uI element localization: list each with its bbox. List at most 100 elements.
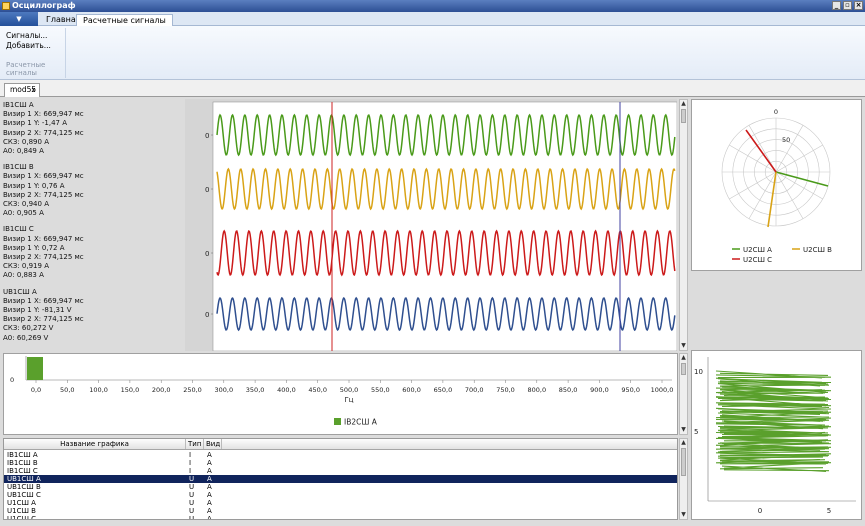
cell-name: IB1СШ C [7,467,38,475]
signal-measurement: Визир 2 X: 774,125 мс [3,128,84,137]
scroll-thumb[interactable] [681,448,686,476]
column-header-type[interactable]: Тип [186,439,204,449]
spectrum-x-tick-label: 400,0 [277,386,296,394]
cell-name: IB1СШ A [7,451,38,459]
vector-legend-label: U2СШ C [743,256,772,264]
signal-measurement: Визир 1 X: 669,947 мс [3,172,84,181]
vector-legend-label: U2СШ B [803,246,832,254]
polar-spoke [729,144,777,173]
title-bar: Осциллограф _ ▫ × [0,0,865,12]
spectrum-x-tick-label: 300,0 [214,386,233,394]
spectrum-x-tick-label: 500,0 [340,386,359,394]
spectrum-x-tick-label: 250,0 [183,386,202,394]
signals-menu-item[interactable]: Сигналы... [6,31,48,40]
cell-type: U [189,515,195,520]
polar-spoke [748,171,777,219]
cell-view: A [207,515,212,520]
signal-name: UB1СШ B [3,350,183,351]
add-menu-item[interactable]: Добавить... [6,41,51,50]
waveform-trace [216,296,676,332]
scroll-up-icon[interactable]: ▲ [681,100,686,107]
cell-view: A [207,451,212,459]
phasor-vector [775,171,829,187]
signal-info-block: UB1СШ B [3,350,183,351]
polar-spoke [775,144,823,173]
signal-name: IB1СШ A [3,101,34,109]
close-tab-icon[interactable]: x [31,86,36,94]
cell-name: IB1СШ B [7,459,38,467]
table-row[interactable]: IB1СШ C I A [4,467,677,475]
polar-spoke [775,171,804,219]
table-row[interactable]: UB1СШ A U A [4,475,677,483]
trajectory-y-tick: 10 [694,368,703,376]
scroll-up-icon[interactable]: ▲ [681,354,686,361]
tab-home[interactable]: Главная [46,15,81,24]
scroll-up-icon[interactable]: ▲ [681,439,686,446]
spectrum-bar [27,357,43,380]
cell-type: I [189,451,192,459]
table-row[interactable]: U1СШ A U A [4,499,677,507]
vector-diagram-panel: 0 50 U2СШ A U2СШ B U2СШ C [691,99,862,271]
waveform-trace [216,167,676,211]
spectrum-x-tick-label: 750,0 [496,386,515,394]
table-row[interactable]: U1СШ B U A [4,507,677,515]
table-row[interactable]: IB1СШ B I A [4,459,677,467]
close-button[interactable]: × [854,1,863,10]
channel-zero-label: 0 [205,186,209,194]
polar-spoke [775,171,823,200]
spectrum-scrollbar[interactable]: ▲ ▼ [679,353,688,435]
cell-type: U [189,499,195,507]
tab-calculated-signals[interactable]: Расчетные сигналы [76,14,173,26]
signal-info-block: IB1СШ C Визир 1 X: 669,947 мс Визир 1 Y: 0… [3,225,183,280]
column-header-name[interactable]: Название графика [4,439,186,449]
oscillogram-area: 0 0 0 0 [185,99,678,352]
table-row[interactable]: UB1СШ B U A [4,483,677,491]
signal-name: UB1СШ A [3,287,37,296]
table-row[interactable]: IB1СШ A I A [4,451,677,459]
maximize-button[interactable]: ▫ [843,1,852,10]
scroll-thumb[interactable] [681,109,686,123]
signal-measurement: Визир 1 Y: 0,72 A [3,243,65,252]
phasor-vector [745,129,777,173]
window-controls: _ ▫ × [832,1,863,10]
signal-info-block: UB1СШ A Визир 1 X: 669,947 мс Визир 1 Y: -… [3,288,183,343]
cell-name: U1СШ C [7,515,37,520]
spectrum-x-tick-label: 850,0 [559,386,578,394]
signal-measurement: Визир 1 Y: -81,31 V [3,306,72,315]
spectrum-x-tick-label: 50,0 [60,386,74,394]
signal-measurement: СКЗ: 0,940 A [3,200,49,209]
trajectory-x-tick: 5 [827,507,831,515]
channel-zero-label: 0 [205,311,209,319]
polar-ring-label: 50 [782,136,790,144]
signal-measurement: Визир 1 X: 669,947 мс [3,110,84,119]
cell-type: I [189,467,192,475]
spectrum-x-tick-label: 800,0 [527,386,546,394]
spectrum-x-tick-label: 550,0 [371,386,390,394]
app-menu-button[interactable]: ▼ [0,12,38,26]
oscillogram-scrollbar[interactable]: ▲ ▼ [679,99,688,351]
scroll-down-icon[interactable]: ▼ [681,511,686,518]
scroll-down-icon[interactable]: ▼ [681,426,686,433]
window-title: Осциллограф [12,1,76,10]
spectrum-panel: 0 0,0 50,0 100,0 150,0 200,0 250,0 300,0 350,0 40… [3,353,678,435]
cell-type: U [189,483,195,491]
spectrum-x-tick-label: 350,0 [246,386,265,394]
ribbon-panel: Сигналы... Добавить... Расчетные сигналы [0,26,865,80]
scroll-thumb[interactable] [681,363,686,375]
signal-measurement: Визир 1 Y: -1,47 A [3,119,68,128]
signals-table: Название графика Тип Вид IB1СШ A I A IB1СШ … [3,438,678,520]
column-header-view[interactable]: Вид [206,439,222,449]
spectrum-x-tick-label: 100,0 [89,386,108,394]
table-scrollbar[interactable]: ▲ ▼ [679,438,688,520]
cell-type: U [189,475,195,483]
table-row[interactable]: U1СШ C U A [4,515,677,520]
signal-measurement: Визир 2 X: 774,125 мс [3,315,84,324]
minimize-button[interactable]: _ [832,1,841,10]
signal-measurement: СКЗ: 0,919 A [3,262,49,271]
cell-type: U [189,507,195,515]
document-tab-mod55[interactable]: mod55 x [4,83,40,97]
table-row[interactable]: UB1СШ C U A [4,491,677,499]
spectrum-x-tick-label: 1000,0 [651,386,674,394]
trajectory-chart: 10 5 0 5 [694,357,856,515]
scroll-down-icon[interactable]: ▼ [681,342,686,349]
